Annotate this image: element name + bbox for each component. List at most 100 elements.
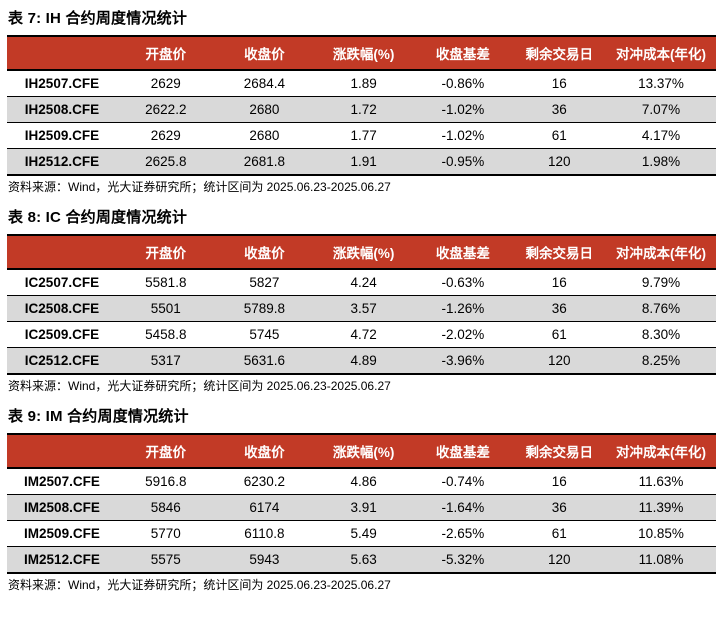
days-cell: 120: [512, 148, 607, 176]
header-cell-days: 剩余交易日: [512, 433, 607, 469]
change-cell: 1.91: [313, 148, 414, 176]
close-cell: 5745: [214, 321, 314, 348]
open-cell: 5317: [116, 347, 215, 375]
days-cell: 36: [512, 295, 607, 322]
table-section-ic: 表 8: IC 合约周度情况统计 开盘价 收盘价 涨跌幅(%) 收盘基差 剩余交…: [7, 208, 716, 394]
header-cell-basis: 收盘基差: [413, 234, 513, 270]
data-table-ih: 开盘价 收盘价 涨跌幅(%) 收盘基差 剩余交易日 对冲成本(年化) IH250…: [7, 35, 716, 176]
change-cell: 3.57: [313, 295, 414, 322]
days-cell: 36: [512, 494, 607, 521]
open-cell: 5501: [116, 295, 215, 322]
open-cell: 2629: [116, 122, 215, 149]
table-row: IM2508.CFE 5846 6174 3.91 -1.64% 36 11.3…: [7, 494, 716, 521]
table-title: 表 9: IM 合约周度情况统计: [8, 408, 189, 425]
change-cell: 4.72: [313, 321, 414, 348]
days-cell: 61: [512, 321, 607, 348]
basis-cell: -0.63%: [413, 269, 513, 296]
table-row: IC2508.CFE 5501 5789.8 3.57 -1.26% 36 8.…: [7, 295, 716, 322]
table-header-row: 开盘价 收盘价 涨跌幅(%) 收盘基差 剩余交易日 对冲成本(年化): [7, 433, 716, 469]
header-cell-hedgecost: 对冲成本(年化): [606, 433, 716, 469]
header-cell-close: 收盘价: [214, 35, 314, 71]
open-cell: 2622.2: [116, 96, 215, 123]
header-cell-change: 涨跌幅(%): [313, 35, 414, 71]
basis-cell: -0.95%: [413, 148, 513, 176]
basis-cell: -5.32%: [413, 546, 513, 574]
change-cell: 4.86: [313, 468, 414, 495]
hedgecost-cell: 11.08%: [606, 546, 716, 574]
header-cell-open: 开盘价: [116, 433, 215, 469]
header-cell-hedgecost: 对冲成本(年化): [606, 35, 716, 71]
open-cell: 5581.8: [116, 269, 215, 296]
basis-cell: -2.02%: [413, 321, 513, 348]
days-cell: 61: [512, 122, 607, 149]
hedgecost-cell: 11.63%: [606, 468, 716, 495]
source-note: 资料来源：Wind，光大证券研究所；统计区间为 2025.06.23-2025.…: [8, 379, 391, 393]
days-cell: 16: [512, 468, 607, 495]
hedgecost-cell: 8.25%: [606, 347, 716, 375]
hedgecost-cell: 10.85%: [606, 520, 716, 547]
hedgecost-cell: 11.39%: [606, 494, 716, 521]
report-page: 表 7: IH 合约周度情况统计 开盘价 收盘价 涨跌幅(%) 收盘基差 剩余交…: [7, 9, 716, 592]
open-cell: 5458.8: [116, 321, 215, 348]
hedgecost-cell: 8.30%: [606, 321, 716, 348]
close-cell: 5631.6: [214, 347, 314, 375]
contract-cell: IC2512.CFE: [7, 347, 117, 375]
data-table-ic: 开盘价 收盘价 涨跌幅(%) 收盘基差 剩余交易日 对冲成本(年化) IC250…: [7, 234, 716, 375]
table-title: 表 8: IC 合约周度情况统计: [8, 209, 188, 226]
days-cell: 16: [512, 269, 607, 296]
table-row: IM2512.CFE 5575 5943 5.63 -5.32% 120 11.…: [7, 546, 716, 574]
contract-cell: IM2508.CFE: [7, 494, 117, 521]
contract-cell: IC2507.CFE: [7, 269, 117, 296]
header-cell-blank: [7, 35, 117, 71]
contract-cell: IM2509.CFE: [7, 520, 117, 547]
table-section-ih: 表 7: IH 合约周度情况统计 开盘价 收盘价 涨跌幅(%) 收盘基差 剩余交…: [7, 9, 716, 195]
days-cell: 120: [512, 347, 607, 375]
source-note: 资料来源：Wind，光大证券研究所；统计区间为 2025.06.23-2025.…: [8, 578, 391, 592]
table-row: IC2509.CFE 5458.8 5745 4.72 -2.02% 61 8.…: [7, 321, 716, 348]
close-cell: 6174: [214, 494, 314, 521]
open-cell: 5846: [116, 494, 215, 521]
basis-cell: -2.65%: [413, 520, 513, 547]
header-cell-basis: 收盘基差: [413, 433, 513, 469]
table-row: IC2507.CFE 5581.8 5827 4.24 -0.63% 16 9.…: [7, 269, 716, 296]
close-cell: 5827: [214, 269, 314, 296]
table-row: IH2509.CFE 2629 2680 1.77 -1.02% 61 4.17…: [7, 122, 716, 149]
basis-cell: -1.02%: [413, 96, 513, 123]
open-cell: 5575: [116, 546, 215, 574]
hedgecost-cell: 4.17%: [606, 122, 716, 149]
open-cell: 5916.8: [116, 468, 215, 495]
contract-cell: IC2508.CFE: [7, 295, 117, 322]
close-cell: 2680: [214, 122, 314, 149]
contract-cell: IM2507.CFE: [7, 468, 117, 495]
hedgecost-cell: 9.79%: [606, 269, 716, 296]
close-cell: 2681.8: [214, 148, 314, 176]
header-cell-blank: [7, 433, 117, 469]
open-cell: 5770: [116, 520, 215, 547]
basis-cell: -1.02%: [413, 122, 513, 149]
hedgecost-cell: 8.76%: [606, 295, 716, 322]
change-cell: 4.89: [313, 347, 414, 375]
change-cell: 1.72: [313, 96, 414, 123]
table-row: IH2508.CFE 2622.2 2680 1.72 -1.02% 36 7.…: [7, 96, 716, 123]
contract-cell: IM2512.CFE: [7, 546, 117, 574]
change-cell: 4.24: [313, 269, 414, 296]
basis-cell: -1.26%: [413, 295, 513, 322]
contract-cell: IC2509.CFE: [7, 321, 117, 348]
basis-cell: -1.64%: [413, 494, 513, 521]
table-row: IH2512.CFE 2625.8 2681.8 1.91 -0.95% 120…: [7, 148, 716, 176]
header-cell-days: 剩余交易日: [512, 35, 607, 71]
header-cell-basis: 收盘基差: [413, 35, 513, 71]
hedgecost-cell: 13.37%: [606, 70, 716, 97]
open-cell: 2629: [116, 70, 215, 97]
hedgecost-cell: 7.07%: [606, 96, 716, 123]
source-note: 资料来源：Wind，光大证券研究所；统计区间为 2025.06.23-2025.…: [8, 180, 391, 194]
close-cell: 5789.8: [214, 295, 314, 322]
header-cell-change: 涨跌幅(%): [313, 433, 414, 469]
basis-cell: -0.86%: [413, 70, 513, 97]
table-header-row: 开盘价 收盘价 涨跌幅(%) 收盘基差 剩余交易日 对冲成本(年化): [7, 35, 716, 71]
basis-cell: -3.96%: [413, 347, 513, 375]
header-cell-hedgecost: 对冲成本(年化): [606, 234, 716, 270]
table-row: IC2512.CFE 5317 5631.6 4.89 -3.96% 120 8…: [7, 347, 716, 375]
change-cell: 1.89: [313, 70, 414, 97]
header-cell-blank: [7, 234, 117, 270]
